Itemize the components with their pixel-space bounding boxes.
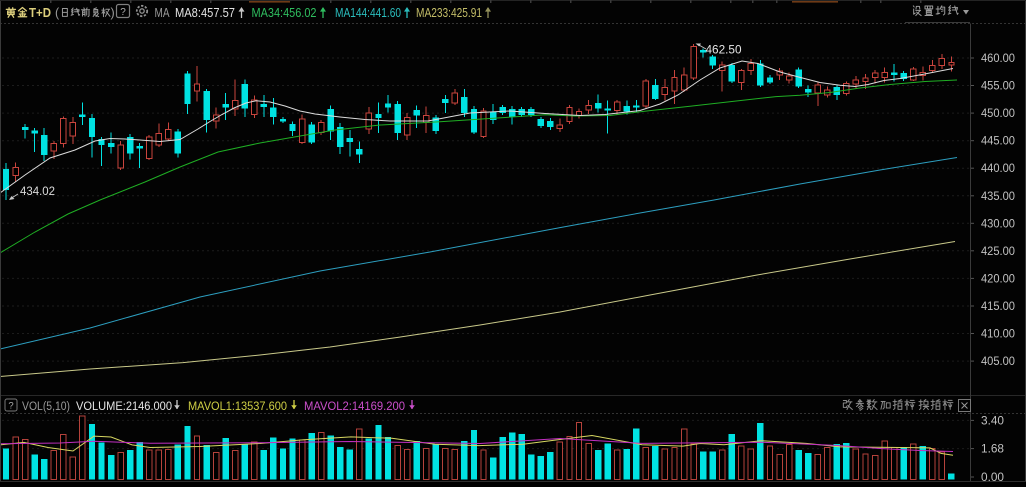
svg-text:): ) <box>111 6 115 20</box>
svg-text:415.00: 415.00 <box>981 301 1015 313</box>
svg-text:?: ? <box>8 400 13 411</box>
svg-text:455.00: 455.00 <box>981 81 1015 93</box>
svg-text:460.00: 460.00 <box>981 53 1015 65</box>
svg-text:462.50: 462.50 <box>706 43 742 57</box>
svg-text:434.02: 434.02 <box>20 184 55 198</box>
svg-text:430.00: 430.00 <box>981 218 1015 230</box>
svg-text:MA233:425.91: MA233:425.91 <box>416 6 482 20</box>
svg-text:435.00: 435.00 <box>981 191 1015 203</box>
svg-text:MA8:457.57: MA8:457.57 <box>175 6 235 20</box>
svg-text:VOLUME:2146.000: VOLUME:2146.000 <box>76 399 172 413</box>
svg-text:MA34:456.02: MA34:456.02 <box>252 6 317 20</box>
svg-text:410.00: 410.00 <box>981 329 1015 341</box>
svg-text:0.00: 0.00 <box>981 472 1004 482</box>
svg-text:1.68: 1.68 <box>981 444 1004 456</box>
svg-text:(: ( <box>55 6 60 20</box>
svg-text:3.40: 3.40 <box>981 415 1004 427</box>
svg-text:MAVOL2:14169.200: MAVOL2:14169.200 <box>304 399 405 413</box>
svg-text:MAVOL1:13537.600: MAVOL1:13537.600 <box>188 399 287 413</box>
svg-text:T+D: T+D <box>29 5 51 20</box>
svg-text:VOL(5,10): VOL(5,10) <box>22 401 70 413</box>
svg-text:?: ? <box>120 7 126 18</box>
svg-text:MA144:441.60: MA144:441.60 <box>335 6 401 20</box>
svg-text:425.00: 425.00 <box>981 246 1015 258</box>
svg-text:405.00: 405.00 <box>981 356 1015 368</box>
svg-text:440.00: 440.00 <box>981 163 1015 175</box>
svg-text:445.00: 445.00 <box>981 136 1015 148</box>
svg-text:MA: MA <box>155 6 171 20</box>
svg-text:420.00: 420.00 <box>981 273 1015 285</box>
svg-text:450.00: 450.00 <box>981 108 1015 120</box>
